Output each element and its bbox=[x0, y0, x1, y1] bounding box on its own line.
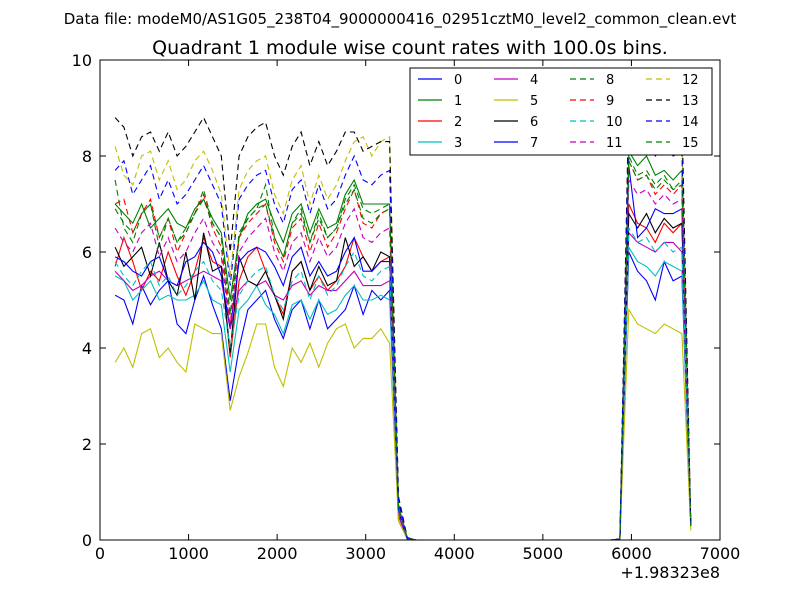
legend-label-8: 8 bbox=[606, 73, 614, 88]
x-tick-label: 3000 bbox=[345, 544, 386, 563]
chart-title: Quadrant 1 module wise count rates with … bbox=[152, 37, 668, 59]
series-line-3 bbox=[114, 245, 692, 541]
series-line-12 bbox=[114, 117, 692, 541]
series-line-15 bbox=[114, 160, 692, 541]
series-line-5 bbox=[114, 307, 692, 541]
series-line-9 bbox=[114, 160, 692, 541]
legend-label-12: 12 bbox=[682, 73, 699, 88]
suptitle: Data file: modeM0/AS1G05_238T04_90000004… bbox=[64, 10, 737, 29]
series-line-14 bbox=[114, 122, 692, 541]
series-line-1 bbox=[114, 149, 692, 541]
series-line-2 bbox=[114, 203, 692, 541]
plot-lines bbox=[114, 92, 692, 541]
x-tick-label: 6000 bbox=[611, 544, 652, 563]
x-tick-label: 4000 bbox=[434, 544, 475, 563]
x-tick-label: 2000 bbox=[257, 544, 298, 563]
series-line-13 bbox=[114, 92, 692, 541]
series-line-8 bbox=[114, 155, 692, 541]
x-tick-label: 0 bbox=[95, 544, 105, 563]
legend-label-1: 1 bbox=[454, 94, 462, 109]
legend-label-2: 2 bbox=[454, 115, 462, 130]
series-line-4 bbox=[114, 231, 692, 541]
legend-box bbox=[409, 67, 713, 156]
legend-label-5: 5 bbox=[530, 94, 538, 109]
legend-label-13: 13 bbox=[682, 94, 699, 109]
legend-label-15: 15 bbox=[682, 136, 699, 151]
legend-label-6: 6 bbox=[530, 115, 538, 130]
legend-label-4: 4 bbox=[530, 73, 538, 88]
y-tick-label: 4 bbox=[82, 339, 92, 358]
legend-label-11: 11 bbox=[606, 136, 623, 151]
legend-label-10: 10 bbox=[606, 115, 623, 130]
legend-label-14: 14 bbox=[682, 115, 699, 130]
series-line-6 bbox=[114, 211, 692, 541]
legend-label-7: 7 bbox=[530, 136, 538, 151]
legend-label-9: 9 bbox=[606, 94, 614, 109]
x-tick-label: 7000 bbox=[700, 544, 741, 563]
series-line-11 bbox=[114, 178, 692, 541]
x-tick-label: 1000 bbox=[168, 544, 209, 563]
y-tick-label: 10 bbox=[72, 51, 92, 70]
series-line-10 bbox=[114, 226, 692, 541]
series-line-0 bbox=[114, 251, 692, 541]
legend-label-0: 0 bbox=[454, 73, 462, 88]
y-tick-label: 0 bbox=[82, 531, 92, 550]
y-tick-label: 8 bbox=[82, 147, 92, 166]
x-tick-label: 5000 bbox=[522, 544, 563, 563]
y-tick-label: 6 bbox=[82, 243, 92, 262]
x-offset-label: +1.98323e8 bbox=[620, 563, 720, 582]
plot-frame bbox=[99, 59, 721, 541]
legend-label-3: 3 bbox=[454, 136, 462, 151]
y-tick-label: 2 bbox=[82, 435, 92, 454]
